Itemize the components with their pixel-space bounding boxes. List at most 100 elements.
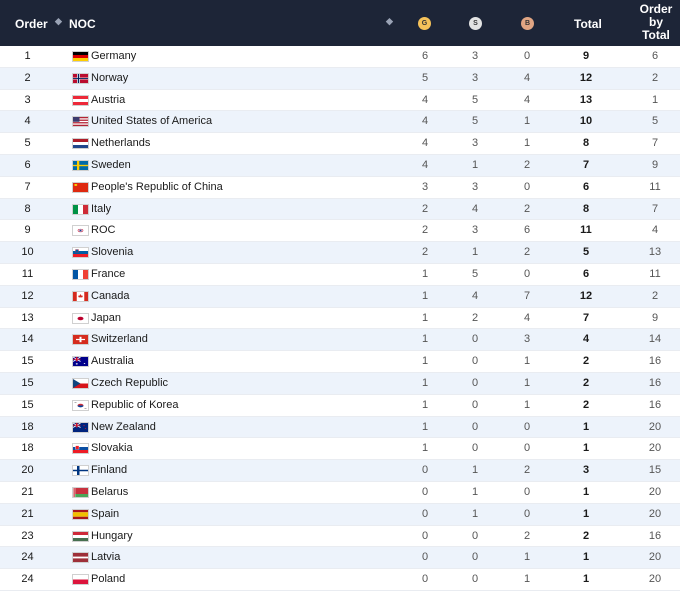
table-row[interactable]: 24 Poland 0 0 1 1 20 xyxy=(0,569,680,591)
sort-icon[interactable]: ◆ xyxy=(386,16,393,26)
table-row[interactable]: 20 Finland 0 1 2 3 15 xyxy=(0,460,680,482)
noc-name-cell[interactable]: Norway xyxy=(91,71,129,84)
australia-flag-icon xyxy=(72,356,89,368)
noc-name-cell[interactable]: New Zealand xyxy=(91,420,156,433)
table-row[interactable]: 8 Italy 2 4 2 8 7 xyxy=(0,198,680,221)
table-header: Order ◆ NOC ◆ G S B Total Order by Total xyxy=(0,0,680,46)
order-cell: 6 xyxy=(24,158,31,171)
rank-by-total-cell: 20 xyxy=(648,551,662,564)
bronze-count-cell: 2 xyxy=(523,158,531,171)
table-row[interactable]: 4 United States of America 4 5 1 10 5 xyxy=(0,111,680,134)
table-row[interactable]: 12 Canada 1 4 7 12 2 xyxy=(0,285,680,308)
gold-count-cell: 2 xyxy=(421,224,429,237)
order-cell: 10 xyxy=(21,246,34,259)
gold-count-cell: 1 xyxy=(421,398,429,411)
bronze-medal-badge[interactable]: B xyxy=(521,17,534,30)
bronze-count-cell: 1 xyxy=(523,398,531,411)
total-count-cell: 5 xyxy=(582,246,590,259)
bronze-count-cell: 1 xyxy=(523,573,531,586)
noc-name-cell[interactable]: Japan xyxy=(91,311,121,324)
total-count-cell: 12 xyxy=(579,71,593,84)
rank-by-total-cell: 20 xyxy=(648,507,662,520)
noc-name-cell[interactable]: Switzerland xyxy=(91,333,148,346)
silver-count-cell: 0 xyxy=(471,333,479,346)
noc-name-cell[interactable]: Netherlands xyxy=(91,137,151,150)
gold-count-cell: 1 xyxy=(421,442,429,455)
latvia-flag-icon xyxy=(72,552,89,564)
gold-count-cell: 0 xyxy=(421,551,429,564)
noc-name-cell[interactable]: Belarus xyxy=(91,485,129,498)
noc-name-cell[interactable]: Sweden xyxy=(91,158,131,171)
rank-by-total-cell: 2 xyxy=(651,289,659,302)
noc-name-cell[interactable]: Finland xyxy=(91,464,128,477)
table-row[interactable]: 21 Belarus 0 1 0 1 20 xyxy=(0,482,680,504)
noc-name-cell[interactable]: Slovenia xyxy=(91,246,134,259)
gold-medal-badge[interactable]: G xyxy=(418,17,431,30)
noc-name-cell[interactable]: Latvia xyxy=(91,551,121,564)
table-row[interactable]: 24 Latvia 0 0 1 1 20 xyxy=(0,547,680,570)
table-row[interactable]: 1 Germany 6 3 0 9 6 xyxy=(0,46,680,68)
table-row[interactable]: 10 Slovenia 2 1 2 5 13 xyxy=(0,242,680,264)
table-row[interactable]: 5 Netherlands 4 3 1 8 7 xyxy=(0,133,680,155)
gold-count-cell: 6 xyxy=(421,50,429,62)
noc-name-cell[interactable]: United States of America xyxy=(91,115,213,128)
table-row[interactable]: 18 Slovakia 1 0 0 1 20 xyxy=(0,438,680,461)
silver-count-cell: 3 xyxy=(471,180,479,193)
gold-count-cell: 0 xyxy=(421,464,429,477)
table-row[interactable]: 11 France 1 5 0 6 11 xyxy=(0,264,680,286)
noc-name-cell[interactable]: Republic of Korea xyxy=(91,398,179,411)
total-count-cell: 7 xyxy=(582,158,590,171)
order-cell: 4 xyxy=(24,115,31,128)
gold-count-cell: 0 xyxy=(421,485,429,498)
table-row[interactable]: 9 ROC 2 3 6 11 4 xyxy=(0,220,680,243)
korea-flag-icon xyxy=(72,399,89,411)
noc-name-cell[interactable]: Hungary xyxy=(91,529,133,542)
noc-name-cell[interactable]: Australia xyxy=(91,355,134,368)
table-row[interactable]: 14 Switzerland 1 0 3 4 14 xyxy=(0,329,680,352)
noc-name-cell[interactable]: ROC xyxy=(91,224,116,237)
silver-count-cell: 1 xyxy=(471,246,479,259)
table-row[interactable]: 23 Hungary 0 0 2 2 16 xyxy=(0,526,680,548)
table-row[interactable]: 3 Austria 4 5 4 13 1 xyxy=(0,90,680,112)
order-cell: 20 xyxy=(21,464,34,477)
noc-name-cell[interactable]: Austria xyxy=(91,93,126,106)
silver-count-cell: 3 xyxy=(471,137,479,150)
noc-name-cell[interactable]: Germany xyxy=(91,50,137,62)
noc-name-cell[interactable]: Czech Republic xyxy=(91,376,169,389)
table-row[interactable]: 13 Japan 1 2 4 7 9 xyxy=(0,308,680,330)
noc-name-cell[interactable]: Poland xyxy=(91,573,126,586)
table-row[interactable]: 6 Sweden 4 1 2 7 9 xyxy=(0,154,680,177)
total-column-header[interactable]: Total xyxy=(574,17,602,31)
table-row[interactable]: 18 New Zealand 1 0 0 1 20 xyxy=(0,416,680,439)
noc-name-cell[interactable]: Canada xyxy=(91,289,130,302)
silver-count-cell: 1 xyxy=(471,464,479,477)
order-column-header[interactable]: Order xyxy=(15,17,48,31)
switzerland-flag-icon xyxy=(72,334,89,346)
table-row[interactable]: 2 Norway 5 3 4 12 2 xyxy=(0,67,680,90)
table-row[interactable]: 7 People's Republic of China 3 3 0 6 11 xyxy=(0,177,680,199)
silver-count-cell: 0 xyxy=(471,376,479,389)
noc-column-header[interactable]: NOC xyxy=(69,17,96,31)
rank-by-total-column-header[interactable]: Order by Total xyxy=(639,2,673,42)
noc-name-cell[interactable]: Slovakia xyxy=(91,442,133,455)
gold-count-cell: 4 xyxy=(421,158,429,171)
gold-count-cell: 1 xyxy=(421,311,429,324)
total-count-cell: 3 xyxy=(582,464,590,477)
bronze-count-cell: 0 xyxy=(523,507,531,520)
sort-icon[interactable]: ◆ xyxy=(55,16,62,26)
rank-by-total-cell: 11 xyxy=(649,267,661,280)
noc-name-cell[interactable]: Italy xyxy=(91,202,112,215)
table-row[interactable]: 21 Spain 0 1 0 1 20 xyxy=(0,503,680,526)
gold-count-cell: 1 xyxy=(421,355,429,368)
gold-count-cell: 1 xyxy=(421,267,429,280)
silver-medal-badge[interactable]: S xyxy=(469,17,482,30)
table-row[interactable]: 15 Australia 1 0 1 2 16 xyxy=(0,351,680,373)
total-count-cell: 11 xyxy=(580,224,592,237)
table-row[interactable]: 15 Republic of Korea 1 0 1 2 16 xyxy=(0,395,680,417)
noc-name-cell[interactable]: People's Republic of China xyxy=(91,180,223,193)
hungary-flag-icon xyxy=(72,530,89,542)
noc-name-cell[interactable]: France xyxy=(91,267,126,280)
total-count-cell: 2 xyxy=(582,376,590,389)
noc-name-cell[interactable]: Spain xyxy=(91,507,120,520)
table-row[interactable]: 15 Czech Republic 1 0 1 2 16 xyxy=(0,372,680,395)
